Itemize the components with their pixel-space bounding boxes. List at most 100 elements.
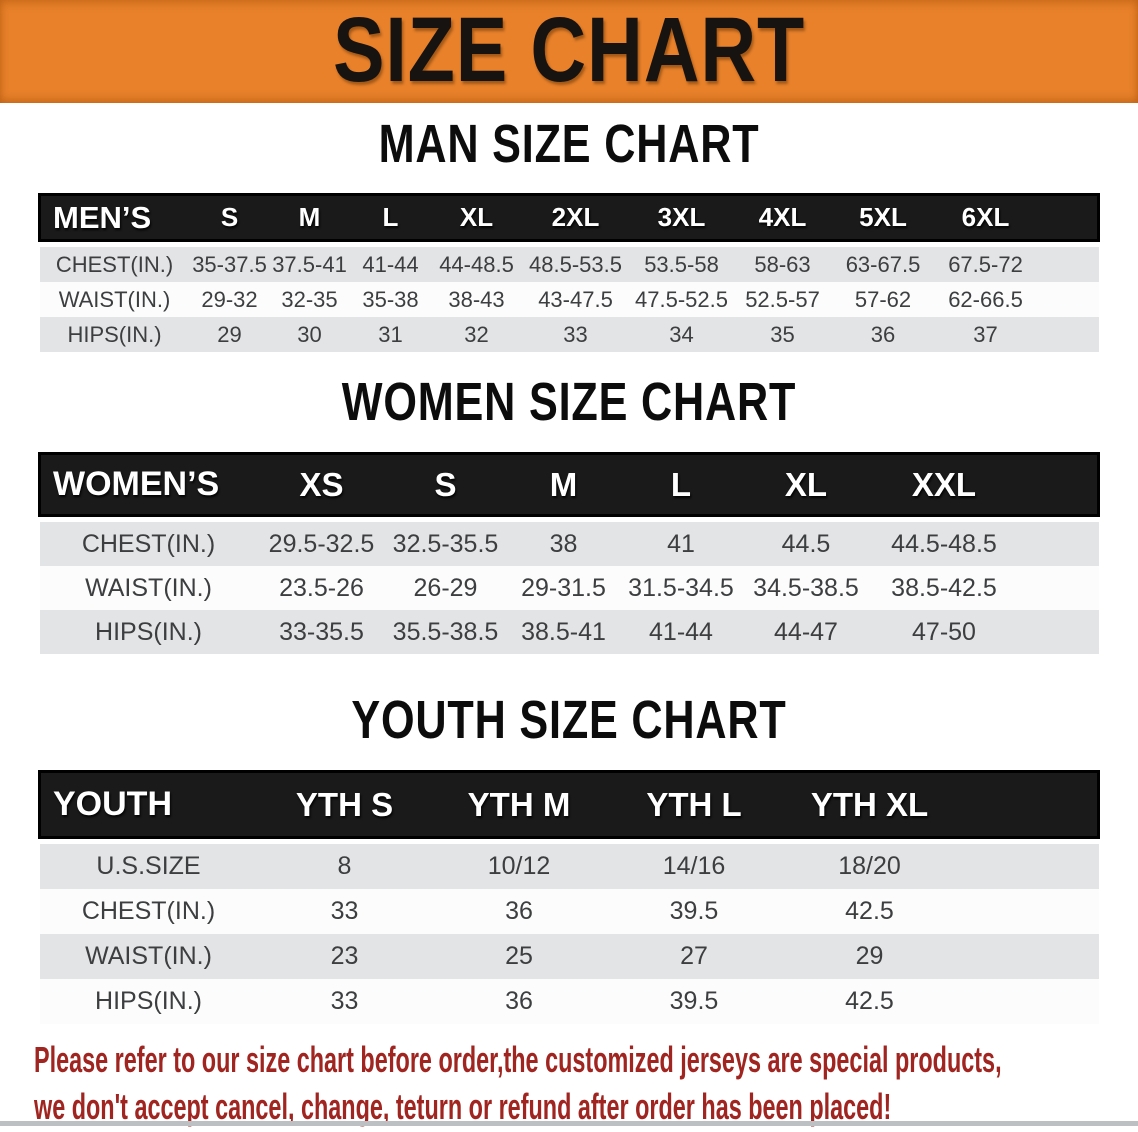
cell: 38.5-41 [505, 610, 622, 654]
cell: 25 [431, 934, 607, 979]
row-label: U.S.SIZE [39, 844, 258, 889]
row-label: CHEST(IN.) [39, 522, 258, 566]
cell: 29-31.5 [505, 566, 622, 610]
cell: 35.5-38.5 [385, 610, 506, 654]
cell: 47-50 [871, 610, 1017, 654]
men-waist-row: WAIST(IN.) 29-32 32-35 35-38 38-43 43-47… [39, 282, 1099, 317]
youth-chest-row: CHEST(IN.) 33 36 39.5 42.5 [39, 889, 1099, 934]
cell: 32 [431, 317, 522, 352]
cell: 48.5-53.5 [521, 247, 630, 282]
men-table-corner-label: MEN’S [38, 193, 190, 242]
women-chest-row: CHEST(IN.) 29.5-32.5 32.5-35.5 38 41 44.… [39, 522, 1099, 566]
table-spacer [39, 837, 1099, 844]
cell-pad [957, 934, 1099, 979]
women-section-heading: WOMEN SIZE CHART [0, 372, 1138, 432]
cell: 41-44 [621, 610, 741, 654]
cell: 18/20 [781, 844, 958, 889]
youth-section-heading: YOUTH SIZE CHART [0, 693, 1138, 747]
women-size-table: WOMEN’S XS S M L XL XXL CHEST(IN.) 29.5-… [38, 452, 1100, 654]
cell: 33-35.5 [257, 610, 386, 654]
youth-size-header-l: YTH L [606, 770, 782, 839]
cell: 42.5 [781, 979, 958, 1024]
men-size-header-5xl: 5XL [831, 193, 935, 242]
men-size-header-s: S [189, 193, 270, 242]
youth-header-pad [957, 770, 1100, 839]
women-size-header-xl: XL [740, 452, 872, 517]
table-spacer [39, 240, 1099, 247]
cell: 52.5-57 [733, 282, 832, 317]
men-header-pad [1036, 193, 1100, 242]
cell: 47.5-52.5 [629, 282, 734, 317]
cell: 39.5 [606, 889, 782, 934]
cell: 38-43 [431, 282, 522, 317]
men-size-header-m: M [269, 193, 350, 242]
bottom-divider [0, 1121, 1138, 1126]
table-spacer [39, 515, 1099, 522]
cell: 26-29 [385, 566, 506, 610]
row-label: WAIST(IN.) [39, 566, 258, 610]
youth-ussize-row: U.S.SIZE 8 10/12 14/16 18/20 [39, 844, 1099, 889]
cell: 34.5-38.5 [740, 566, 872, 610]
cell: 32-35 [269, 282, 350, 317]
cell: 57-62 [831, 282, 935, 317]
men-size-table: MEN’S S M L XL 2XL 3XL 4XL 5XL 6XL CHEST… [38, 193, 1100, 352]
cell: 44.5-48.5 [871, 522, 1017, 566]
youth-waist-row: WAIST(IN.) 23 25 27 29 [39, 934, 1099, 979]
row-label: HIPS(IN.) [39, 979, 258, 1024]
cell: 33 [257, 889, 432, 934]
cell: 34 [629, 317, 734, 352]
cell-pad [1016, 610, 1099, 654]
cell: 36 [831, 317, 935, 352]
cell: 37 [934, 317, 1037, 352]
cell-pad [1016, 566, 1099, 610]
cell: 29-32 [189, 282, 270, 317]
title-banner: SIZE CHART [0, 0, 1138, 103]
women-waist-row: WAIST(IN.) 23.5-26 26-29 29-31.5 31.5-34… [39, 566, 1099, 610]
cell-pad [957, 889, 1099, 934]
cell-pad [957, 979, 1099, 1024]
women-header-pad [1016, 452, 1100, 517]
order-note: Please refer to our size chart before or… [34, 1036, 1136, 1130]
women-header-row: WOMEN’S XS S M L XL XXL [38, 452, 1100, 517]
women-size-header-xs: XS [257, 452, 386, 517]
cell: 27 [606, 934, 782, 979]
cell: 67.5-72 [934, 247, 1037, 282]
cell: 33 [257, 979, 432, 1024]
youth-table-corner-label: YOUTH [38, 770, 258, 839]
men-size-header-3xl: 3XL [629, 193, 734, 242]
women-size-header-m: M [505, 452, 622, 517]
youth-size-header-s: YTH S [257, 770, 432, 839]
men-chest-row: CHEST(IN.) 35-37.5 37.5-41 41-44 44-48.5… [39, 247, 1099, 282]
cell-pad [957, 844, 1099, 889]
cell: 44.5 [740, 522, 872, 566]
cell: 63-67.5 [831, 247, 935, 282]
men-header-row: MEN’S S M L XL 2XL 3XL 4XL 5XL 6XL [38, 193, 1100, 242]
youth-hips-row: HIPS(IN.) 33 36 39.5 42.5 [39, 979, 1099, 1024]
cell: 36 [431, 889, 607, 934]
cell: 44-47 [740, 610, 872, 654]
cell: 35-37.5 [189, 247, 270, 282]
cell: 38 [505, 522, 622, 566]
cell: 43-47.5 [521, 282, 630, 317]
cell: 35 [733, 317, 832, 352]
cell: 32.5-35.5 [385, 522, 506, 566]
cell: 23.5-26 [257, 566, 386, 610]
row-label: HIPS(IN.) [39, 610, 258, 654]
women-size-header-xxl: XXL [871, 452, 1017, 517]
row-label: CHEST(IN.) [39, 247, 190, 282]
cell: 10/12 [431, 844, 607, 889]
cell-pad [1036, 247, 1099, 282]
row-label: HIPS(IN.) [39, 317, 190, 352]
cell: 37.5-41 [269, 247, 350, 282]
men-size-header-xl: XL [431, 193, 522, 242]
youth-size-header-m: YTH M [431, 770, 607, 839]
page-title: SIZE CHART [332, 0, 806, 101]
cell: 14/16 [606, 844, 782, 889]
women-section-heading-text: WOMEN SIZE CHART [341, 372, 797, 432]
cell: 23 [257, 934, 432, 979]
row-label: WAIST(IN.) [39, 934, 258, 979]
cell: 29.5-32.5 [257, 522, 386, 566]
youth-size-header-xl: YTH XL [781, 770, 958, 839]
men-section-heading: MAN SIZE CHART [0, 117, 1138, 171]
